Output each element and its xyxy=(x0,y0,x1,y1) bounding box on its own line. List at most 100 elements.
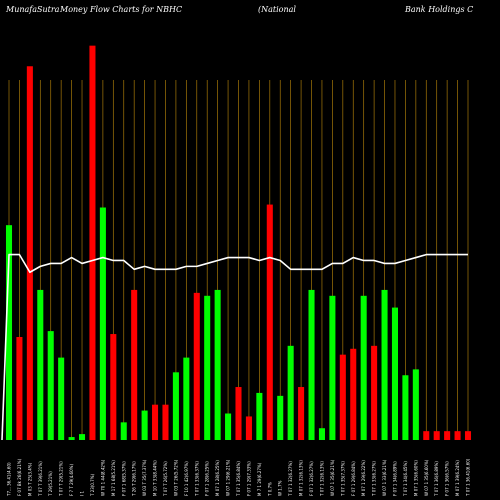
x-tick-label: T 07 T 39(6.21%) xyxy=(38,461,43,497)
x-tick-label: M 7 1 29(6.27%) xyxy=(257,462,262,496)
x-tick-label: W 70 1 44(8.42%) xyxy=(100,459,105,496)
money-flow-bar xyxy=(329,295,336,440)
money-flow-bar xyxy=(193,292,200,440)
x-tick-label: W 07 1 33(6.21%) xyxy=(382,459,387,496)
x-tick-label: T 07 1 33(6.37%) xyxy=(194,461,199,497)
money-flow-bar xyxy=(350,348,357,440)
money-flow-bar xyxy=(162,404,169,440)
money-flow-bar xyxy=(26,66,33,440)
x-tick-label: W 07 1 35(6.21%) xyxy=(330,459,335,496)
money-flow-bar xyxy=(58,357,65,440)
x-tick-label: T 07 1 32(6.27%) xyxy=(288,461,293,497)
money-flow-bar xyxy=(318,428,325,440)
money-flow-bar xyxy=(99,207,106,440)
x-tick-label: T 07 1 34(6.45%) xyxy=(403,461,408,497)
money-flow-bar xyxy=(89,45,96,441)
x-tick-label: T7... 36.41(4.60) xyxy=(7,462,12,497)
money-flow-bar xyxy=(402,375,409,440)
x-tick-label: T 07 T 26(5.72%) xyxy=(163,461,168,497)
price-line xyxy=(1,253,468,441)
x-tick-label: M 10 T 33(8.44%) xyxy=(153,460,158,496)
money-flow-bar xyxy=(37,289,44,440)
money-flow-bar xyxy=(47,331,54,440)
money-flow-bar xyxy=(308,289,315,440)
x-tick-label: F 07 1 34(6.89%) xyxy=(392,461,397,496)
money-flow-bar xyxy=(266,204,273,440)
x-tick-label: F 7 T 29(4.60%) xyxy=(69,464,74,496)
money-flow-bar xyxy=(5,225,13,440)
money-flow-bar xyxy=(120,422,127,440)
money-flow-bar xyxy=(360,295,367,440)
money-flow-bar xyxy=(371,345,378,440)
x-tick-label: M 07 1 39(6.24%) xyxy=(455,460,460,496)
money-flow-bar xyxy=(277,395,284,440)
money-flow-bar xyxy=(444,431,451,440)
money-flow-bar xyxy=(204,295,211,440)
money-flow-bar xyxy=(214,289,221,440)
money-flow-bar xyxy=(245,416,252,440)
money-flow-bar xyxy=(454,431,461,440)
money-flow-bar xyxy=(235,387,242,440)
x-tick-label: T 07 1 36.41(6.60) xyxy=(466,458,471,497)
money-flow-bar xyxy=(16,337,23,440)
money-flow-bar xyxy=(339,354,346,440)
x-tick-label: T 0.7% xyxy=(267,482,272,497)
x-tick-label: F 10 1 42(6.97%) xyxy=(184,461,189,496)
x-tick-label: T 29(5.21%) xyxy=(48,471,53,497)
money-flow-bar xyxy=(391,307,399,440)
money-flow-bar xyxy=(172,372,179,440)
tick-layer: T7... 36.41(4.60) F 07 Bk 26(6.21%) M 03 T… xyxy=(7,458,471,497)
x-tick-label: W 07 1 29(6.21%) xyxy=(226,459,231,496)
x-tick-label: W 1.7% xyxy=(278,480,283,496)
x-tick-label: F 07 1 29(7.33%) xyxy=(246,461,251,496)
x-tick-label: T 26 T 29(6.17%) xyxy=(132,461,137,497)
money-flow-bar xyxy=(433,431,440,440)
x-tick-label: T 07 1 36(6.89%) xyxy=(434,461,439,497)
header-company-open: (National xyxy=(258,5,296,14)
money-flow-bar xyxy=(464,431,472,440)
line-layer xyxy=(1,253,468,441)
x-tick-label: W 03 T 26(5.72%) xyxy=(173,459,178,496)
x-tick-label: T 07 1 32(6.13%) xyxy=(319,461,324,497)
x-tick-label: T 07 T 29(5.21%) xyxy=(59,461,64,497)
header-site: MunafaSutra xyxy=(5,5,60,14)
money-flow-bar xyxy=(225,413,232,440)
money-flow-bar xyxy=(423,431,430,440)
x-tick-label: F 07 1 32(6.27%) xyxy=(309,461,314,496)
x-tick-label: I 1 xyxy=(80,491,85,496)
x-tick-label: M 07 1 35(6.60%) xyxy=(413,460,418,496)
money-flow-bar xyxy=(68,437,75,440)
money-flow-bar xyxy=(141,410,148,440)
money-flow-bar xyxy=(131,289,138,440)
x-tick-label: M 07 1 28(6.25%) xyxy=(215,460,220,496)
x-tick-label: T 23(0.7%) xyxy=(90,473,95,497)
x-tick-label: T 07 1 35(6.84%) xyxy=(236,461,241,497)
money-flow-bar xyxy=(256,392,263,440)
money-flow-bar xyxy=(183,357,190,440)
money-flow-bar xyxy=(110,334,117,440)
money-flow-bar xyxy=(287,345,294,440)
bar-layer xyxy=(5,45,472,441)
x-tick-label: W 03 T 35(7.37%) xyxy=(142,459,147,496)
x-tick-label: F 07 Bk 26(6.21%) xyxy=(17,458,22,496)
money-flow-bar xyxy=(298,387,305,440)
money-flow-bar xyxy=(412,369,419,440)
money-flow-bar xyxy=(152,404,159,440)
money-flow-bar xyxy=(78,434,86,440)
x-tick-label: F 07 1 29(6.84%) xyxy=(351,461,356,496)
x-tick-label: M 17 1 68(5.21%) xyxy=(111,460,116,496)
money-flow-bar xyxy=(381,289,388,440)
header-subtitle: Money Flow Charts for NBHC xyxy=(59,5,182,14)
x-tick-label: T 07 1 35(7.37%) xyxy=(340,461,345,497)
x-tick-label: W 07 1 35(6.60%) xyxy=(424,459,429,496)
x-tick-label: M 03 T 25(3.4%) xyxy=(27,462,32,496)
x-tick-label: M 07 1 29(6.22%) xyxy=(361,460,366,496)
x-tick-label: T 07 1 33(6.27%) xyxy=(372,461,377,497)
x-tick-label: F 07 1 28(6.25%) xyxy=(205,461,210,496)
x-tick-label: M 07 1 32(6.13%) xyxy=(299,460,304,496)
header-company-rest: Bank Holdings C xyxy=(404,5,473,14)
x-tick-label: F 07 1 36(6.57%) xyxy=(445,461,450,496)
x-tick-label: F 07 1 68(5.37%) xyxy=(121,461,126,496)
